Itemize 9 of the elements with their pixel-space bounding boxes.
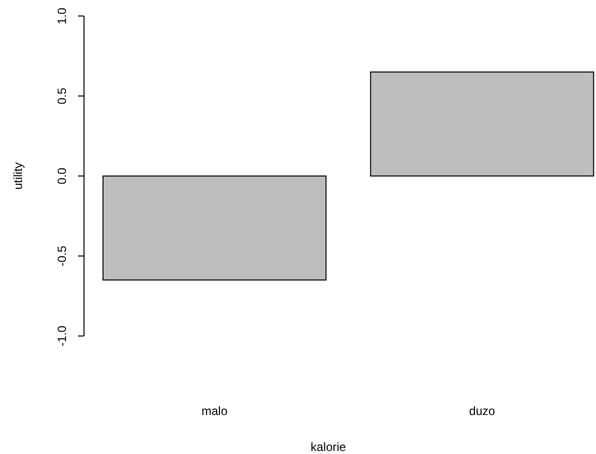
y-tick-label: -0.5 [55, 245, 69, 266]
x-tick-label: duzo [469, 404, 496, 418]
y-axis-title: utility [11, 162, 25, 190]
y-tick-label: 0.5 [55, 87, 69, 104]
y-tick-label: -1.0 [55, 325, 69, 346]
x-tick-label: malo [201, 404, 228, 418]
x-axis-title: kalorie [310, 440, 346, 454]
y-tick-label: 0.0 [55, 167, 69, 184]
y-tick-label: 1.0 [55, 7, 69, 24]
